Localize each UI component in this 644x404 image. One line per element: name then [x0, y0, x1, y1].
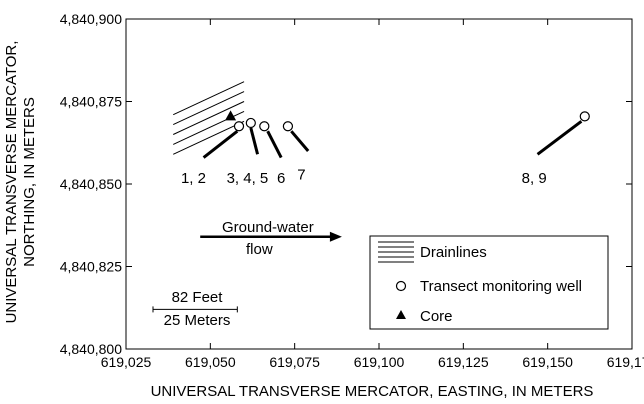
- core-marker: [225, 110, 237, 121]
- x-tick-label: 619,125: [438, 354, 489, 370]
- legend-open-circle-symbol: [395, 280, 407, 292]
- scale-bar-labels: 82 Feet 25 Meters: [164, 289, 231, 329]
- x-tick-label: 619,025: [101, 354, 152, 370]
- y-tick-label: 4,840,875: [60, 94, 122, 110]
- well-label: 6: [277, 170, 285, 187]
- legend-label-core: Core: [420, 308, 453, 325]
- flow-label: Ground-water flow: [222, 219, 314, 258]
- well-leader-line: [202, 130, 239, 159]
- scale-bar-feet-label: 82 Feet: [172, 289, 224, 306]
- well-leader-line: [266, 130, 283, 159]
- x-tick-label: 619,075: [269, 354, 320, 370]
- flow-arrow-head: [329, 231, 342, 242]
- drainline: [173, 120, 245, 155]
- y-axis-title: UNIVERSAL TRANSVERSE MERCATOR, NORTHING,…: [3, 41, 38, 324]
- flow-label-line1: Ground-water: [222, 219, 314, 236]
- flow-label-line2: flow: [246, 241, 273, 258]
- drainline: [173, 91, 245, 126]
- well-label: 7: [297, 167, 305, 184]
- y-axis-title-line2: NORTHING, IN METERS: [21, 97, 38, 267]
- well-label: 3, 4, 5: [227, 170, 269, 187]
- x-axis-title: UNIVERSAL TRANSVERSE MERCATOR, EASTING, …: [151, 383, 594, 400]
- y-axis-title-line1: UNIVERSAL TRANSVERSE MERCATOR,: [3, 41, 20, 324]
- y-tick-label: 4,840,800: [60, 341, 122, 357]
- well-marker: [259, 121, 270, 132]
- y-tick-label: 4,840,825: [60, 259, 122, 275]
- legend-drainlines-symbol: [378, 241, 414, 263]
- well-marker: [233, 121, 245, 132]
- well-marker: [579, 111, 590, 122]
- x-tick-label: 619,100: [354, 354, 405, 370]
- well-label: 8, 9: [522, 170, 547, 187]
- plot-area: 619,025 619,050 619,075 619,100 619,125 619,1…: [60, 11, 644, 370]
- well-marker: [245, 117, 256, 129]
- x-tick-label: 619,175: [607, 354, 644, 370]
- well-label: 1, 2: [181, 170, 206, 187]
- well-leader-line: [536, 120, 583, 156]
- scale-bar-meters-label: 25 Meters: [164, 312, 231, 329]
- well-leader-line: [249, 127, 260, 155]
- y-tick-label: 4,840,850: [60, 176, 122, 192]
- well-leader-line: [290, 130, 310, 152]
- well-marker: [282, 121, 294, 132]
- y-tick-label: 4,840,900: [60, 11, 122, 27]
- legend-label-well: Transect monitoring well: [420, 278, 582, 295]
- drainline: [173, 81, 245, 116]
- x-tick-label: 619,150: [522, 354, 573, 370]
- legend: Drainlines Transect monitoring well Core: [369, 235, 609, 330]
- legend-label-drainlines: Drainlines: [420, 244, 487, 261]
- legend-triangle-symbol: [396, 310, 406, 319]
- x-tick-label: 619,050: [185, 354, 236, 370]
- drainline: [173, 101, 245, 135]
